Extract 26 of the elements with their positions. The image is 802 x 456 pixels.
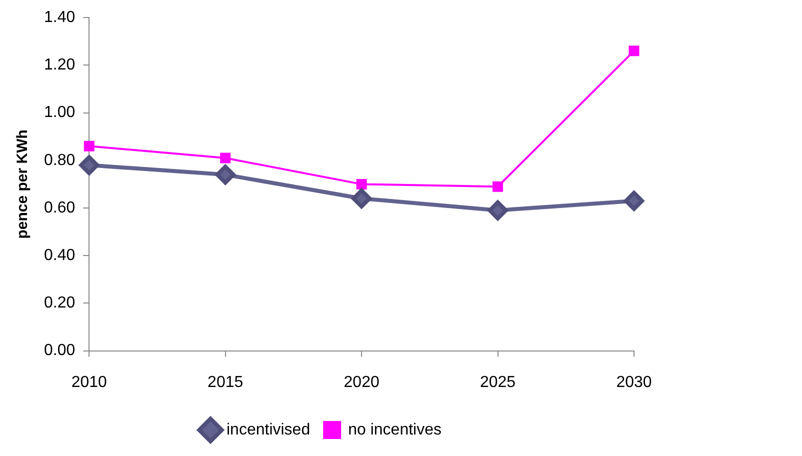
point [84, 140, 94, 152]
y-tick-label: 1.20 [44, 56, 76, 74]
point [215, 164, 236, 185]
point [488, 200, 508, 220]
x-tick-label: 2030 [616, 374, 652, 391]
y-tick-label: 0.60 [44, 199, 76, 216]
point [79, 155, 100, 176]
x-tick-label: 2010 [71, 374, 108, 391]
point [220, 152, 231, 164]
y-tick-label: 0.20 [44, 294, 76, 312]
legend-label: incentivised [226, 421, 310, 438]
point [624, 190, 644, 211]
point [628, 46, 640, 56]
x-tick-label: 2020 [344, 374, 380, 391]
y-tick-label: 1.40 [44, 9, 76, 26]
y-tick-label: 1.00 [44, 104, 76, 122]
x-tick-label: 2015 [208, 374, 244, 391]
y-tick-label: 0.40 [44, 247, 76, 264]
point [352, 188, 372, 208]
y-tick-label: 0.80 [44, 152, 76, 169]
legend-label: no incentives [348, 421, 442, 438]
y-axis-title: pence per KWh [14, 130, 32, 239]
point [356, 178, 367, 190]
point [492, 181, 504, 192]
y-tick-label: 0.00 [44, 342, 76, 360]
x-tick-label: 2025 [480, 374, 516, 391]
